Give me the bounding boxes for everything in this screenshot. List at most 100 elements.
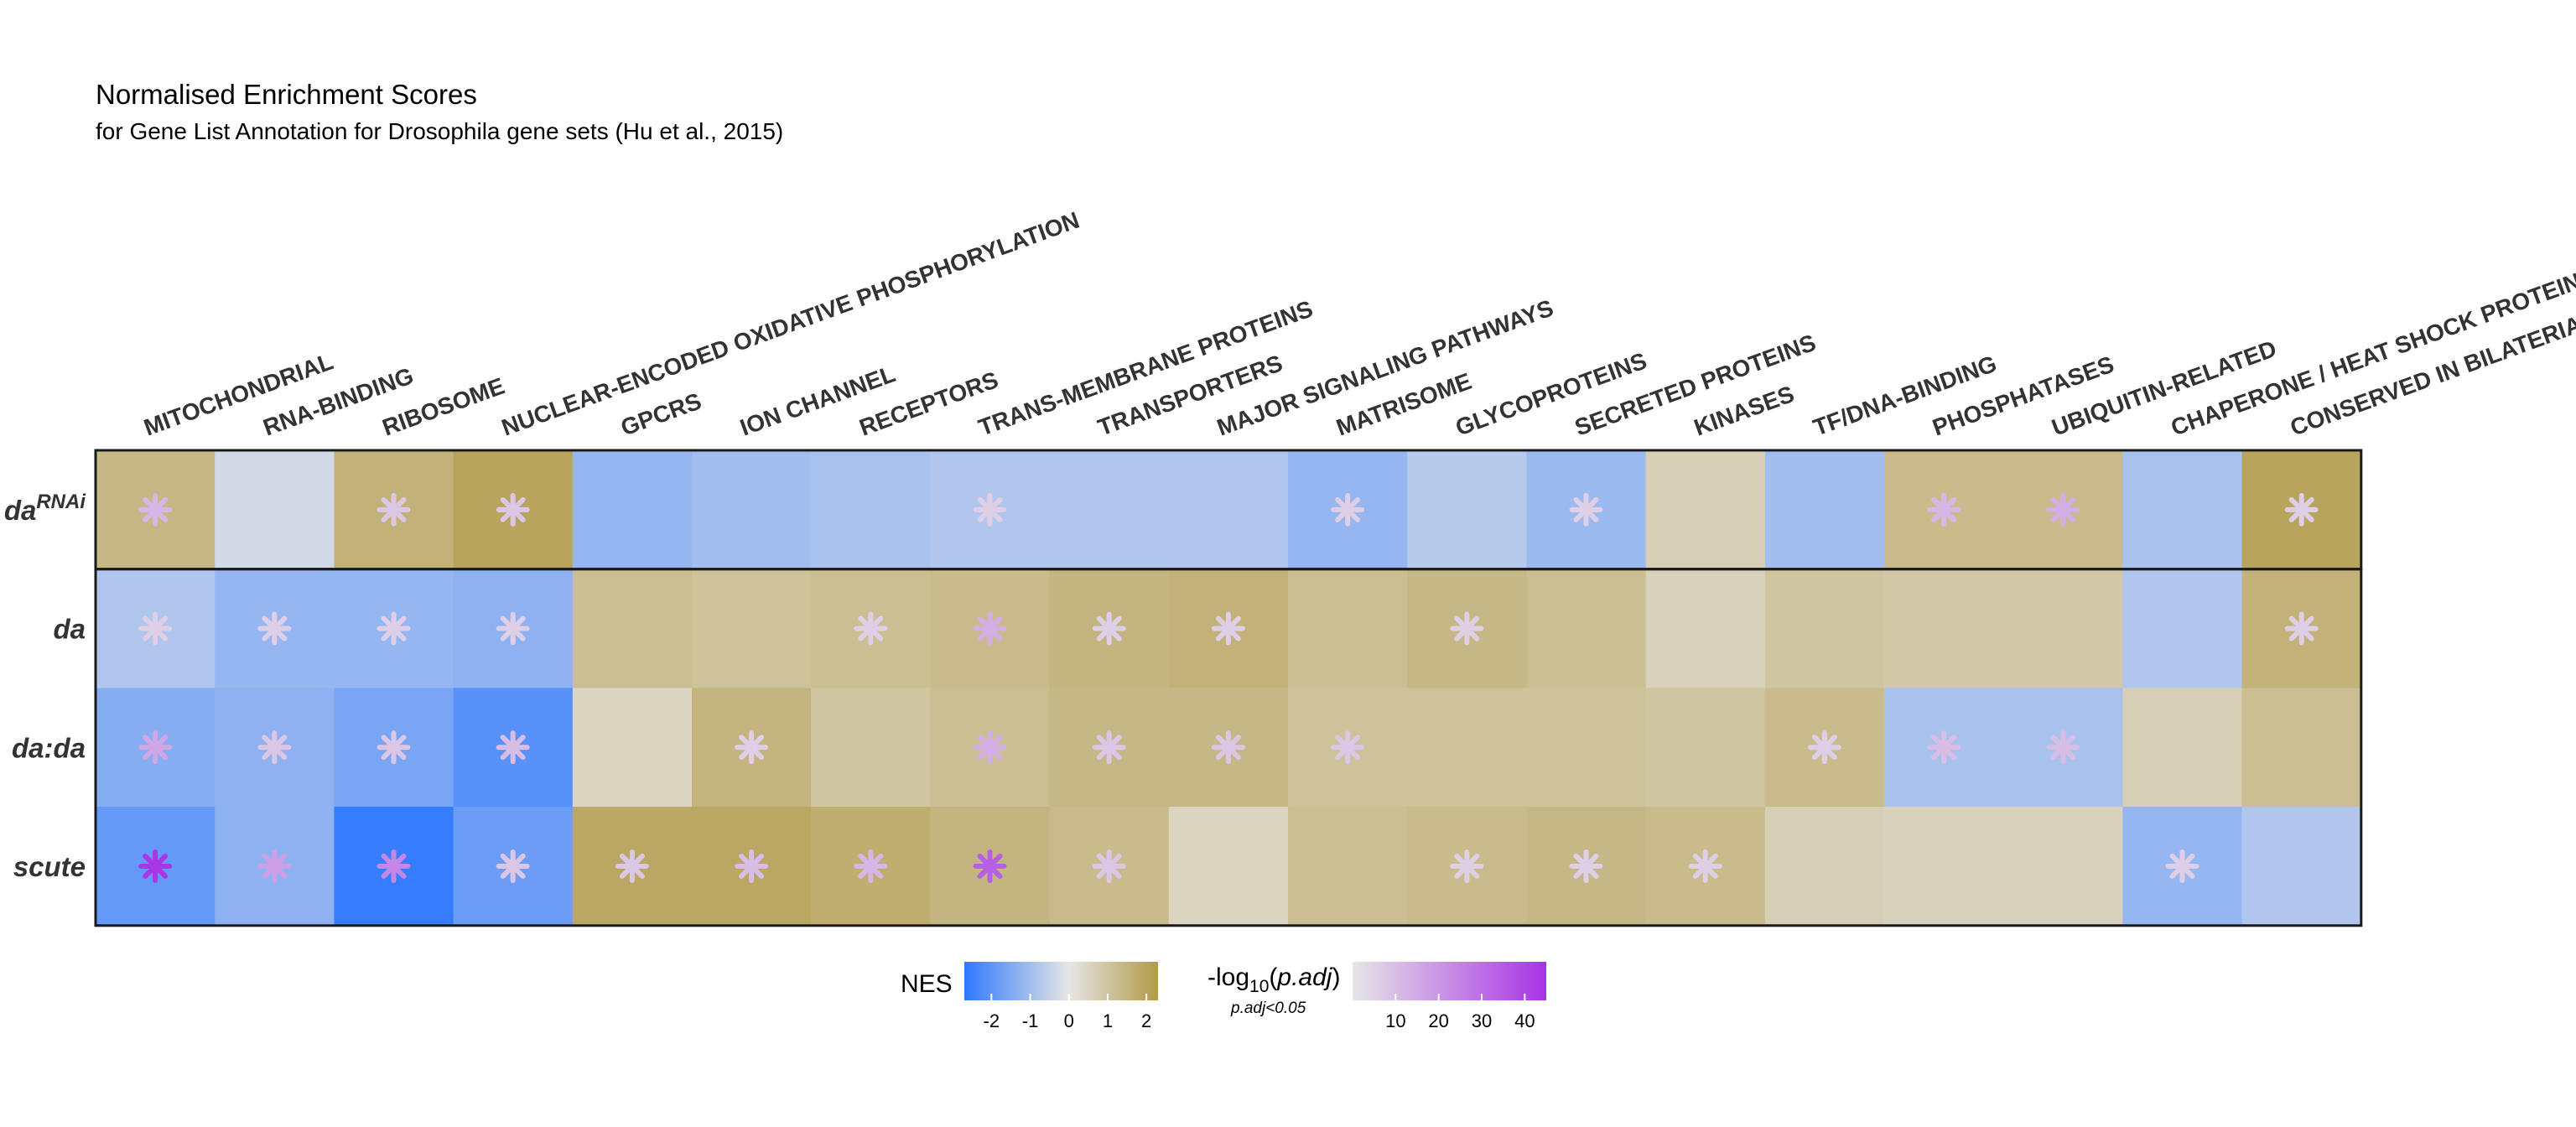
significance-star <box>1927 730 1961 765</box>
significance-star <box>854 849 888 883</box>
frame-bottom-panel <box>94 568 2363 927</box>
significance-tick-label: 40 <box>1514 1010 1535 1031</box>
significance-star <box>1450 611 1484 646</box>
nes-colorbar <box>964 962 1158 1000</box>
row-label: daRNAi <box>4 491 87 526</box>
heatmap-cell <box>1526 688 1647 808</box>
heatmap-cell <box>692 450 812 570</box>
significance-star <box>735 730 769 765</box>
significance-star <box>138 492 173 527</box>
significance-star <box>1331 730 1365 765</box>
nes-legend-ticks: -2 -1 0 1 2 <box>984 994 1151 1031</box>
significance-star <box>973 849 1007 883</box>
significance-star <box>2284 611 2319 646</box>
nes-tick-label: 2 <box>1141 1010 1151 1031</box>
significance-star <box>1569 492 1603 527</box>
significance-title-sub: 10 <box>1249 977 1269 996</box>
heatmap-cell <box>1645 569 1766 688</box>
heatmap-cell <box>2003 569 2123 688</box>
significance-title-arg: p.adj <box>1276 963 1332 991</box>
significance-star <box>854 611 888 646</box>
nes-legend-title: NES <box>901 970 953 998</box>
heatmap-cell <box>1645 688 1766 808</box>
heatmap-cell <box>215 450 335 570</box>
significance-title-close: ) <box>1332 963 1340 991</box>
significance-star <box>2046 730 2080 765</box>
heatmap-cell <box>2003 807 2123 927</box>
significance-title-open: ( <box>1269 963 1277 991</box>
nes-legend: NES -2 -1 0 1 2 <box>901 962 1158 1031</box>
heatmap-cell <box>1407 450 1527 570</box>
significance-star <box>377 849 411 883</box>
significance-star <box>2046 492 2080 527</box>
chart-subtitle: for Gene List Annotation for Drosophila … <box>96 118 783 144</box>
significance-colorbar <box>1353 962 1546 1000</box>
heatmap-cell <box>811 450 931 570</box>
significance-star <box>973 730 1007 765</box>
significance-star <box>2165 849 2199 883</box>
significance-star <box>1450 849 1484 883</box>
heatmap-cell <box>2122 450 2243 570</box>
significance-star <box>615 849 649 883</box>
heatmap-cell <box>692 569 812 688</box>
heatmap-cell <box>1764 569 1885 688</box>
significance-star <box>1092 611 1126 646</box>
significance-star <box>257 611 292 646</box>
chart-title: Normalised Enrichment Scores <box>96 79 477 110</box>
significance-markers <box>138 492 2319 883</box>
column-label: GLYCOPROTEINS <box>1452 347 1650 440</box>
significance-legend: -log10(p.adj) p.adj<0.05 10 20 30 40 <box>1208 962 1546 1031</box>
heatmap-cell <box>2122 688 2243 808</box>
significance-star <box>973 492 1007 527</box>
heatmap-cell <box>2122 569 2243 688</box>
significance-star <box>138 611 173 646</box>
row-label: da:da <box>12 732 86 763</box>
significance-star <box>1927 492 1961 527</box>
significance-star <box>1211 730 1245 765</box>
significance-legend-title: -log10(p.adj) <box>1208 963 1340 996</box>
significance-star <box>1569 849 1603 883</box>
heatmap-cell <box>572 450 693 570</box>
significance-star <box>2284 492 2319 527</box>
nes-tick-label: -2 <box>984 1010 1000 1031</box>
row-labels: daRNAi da da:da scute <box>4 491 87 882</box>
significance-title-prefix: -log <box>1208 963 1249 991</box>
heatmap-cell <box>1526 569 1647 688</box>
heatmap-cell <box>1764 450 1885 570</box>
heatmap-cells <box>96 450 2362 927</box>
heatmap-cell <box>1168 807 1289 927</box>
significance-star <box>1092 730 1126 765</box>
heatmap-cell <box>1884 569 2004 688</box>
significance-star <box>377 492 411 527</box>
nes-tick-label: 1 <box>1103 1010 1113 1031</box>
heatmap-cell <box>811 688 931 808</box>
significance-star <box>496 849 530 883</box>
significance-star <box>377 611 411 646</box>
significance-star <box>257 730 292 765</box>
significance-star <box>1688 849 1722 883</box>
significance-star <box>496 611 530 646</box>
significance-star <box>735 849 769 883</box>
significance-star <box>377 730 411 765</box>
heatmap-cell <box>1288 569 1408 688</box>
significance-legend-ticks: 10 20 30 40 <box>1385 994 1535 1031</box>
heatmap-cell <box>1764 807 1885 927</box>
heatmap-cell <box>1168 450 1289 570</box>
significance-star <box>138 849 173 883</box>
row-label: scute <box>13 851 86 882</box>
row-label: da <box>53 614 86 645</box>
nes-tick-label: 0 <box>1064 1010 1074 1031</box>
heatmap-cell <box>1884 807 2004 927</box>
heatmap-frames <box>94 449 2363 927</box>
significance-star <box>138 730 173 765</box>
significance-star <box>257 849 292 883</box>
significance-tick-label: 20 <box>1428 1010 1448 1031</box>
heatmap-cell <box>1288 807 1408 927</box>
column-labels: MITOCHONDRIALRNA-BINDINGRIBOSOMENUCLEAR-… <box>140 207 2576 441</box>
nes-tick-label: -1 <box>1022 1010 1039 1031</box>
heatmap-cell <box>1407 688 1527 808</box>
heatmap-cell <box>2241 807 2362 927</box>
significance-star <box>1211 611 1245 646</box>
heatmap-cell <box>1049 450 1170 570</box>
